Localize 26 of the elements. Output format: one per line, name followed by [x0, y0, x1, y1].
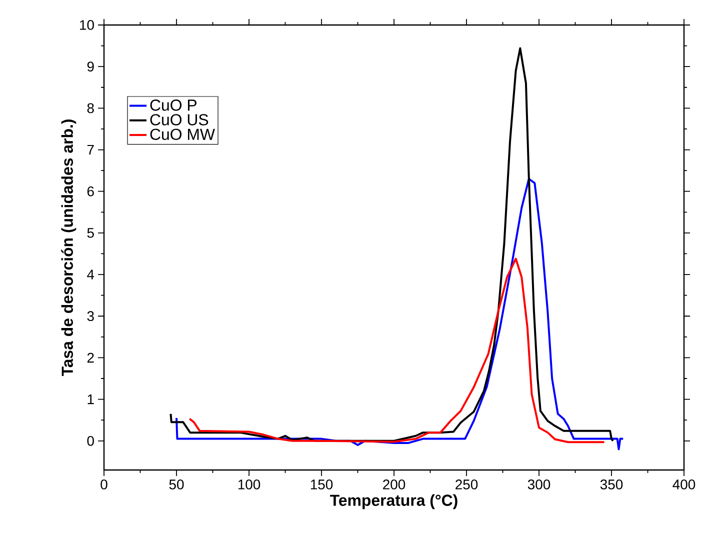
y-tick-label: 10	[80, 20, 94, 30]
legend-label: CuO US	[150, 114, 208, 126]
x-tick-label: 200	[383, 480, 406, 490]
y-tick-label: 8	[87, 103, 94, 114]
legend-label: CuO MW	[150, 128, 215, 140]
y-tick-label: 3	[87, 311, 94, 322]
y-tick-label: 9	[87, 62, 94, 72]
y-tick-label: 4	[87, 270, 94, 280]
x-tick-label: 0	[100, 480, 108, 490]
y-tick-label: 6	[87, 186, 94, 196]
x-tick-label: 350	[600, 480, 623, 490]
y-axis-title: Tasa de desorción (unidades arb.)	[61, 120, 76, 376]
y-tick-label: 5	[87, 228, 94, 238]
y-tick-label: 7	[87, 144, 94, 155]
x-axis-title: Temperatura (°C)	[330, 494, 458, 510]
x-tick-label: 250	[456, 480, 478, 490]
x-tick-label: 300	[528, 480, 550, 490]
y-tick-label: 0	[87, 436, 94, 446]
x-tick-label: 400	[672, 480, 696, 490]
legend-label: CuO P	[150, 99, 196, 111]
y-tick-label: 1	[88, 394, 94, 404]
x-tick-label: 100	[238, 480, 260, 490]
line-series	[188, 258, 606, 444]
x-tick-label: 50	[169, 480, 184, 490]
y-tick-label: 2	[87, 352, 94, 363]
x-tick-label: 150	[310, 480, 333, 490]
